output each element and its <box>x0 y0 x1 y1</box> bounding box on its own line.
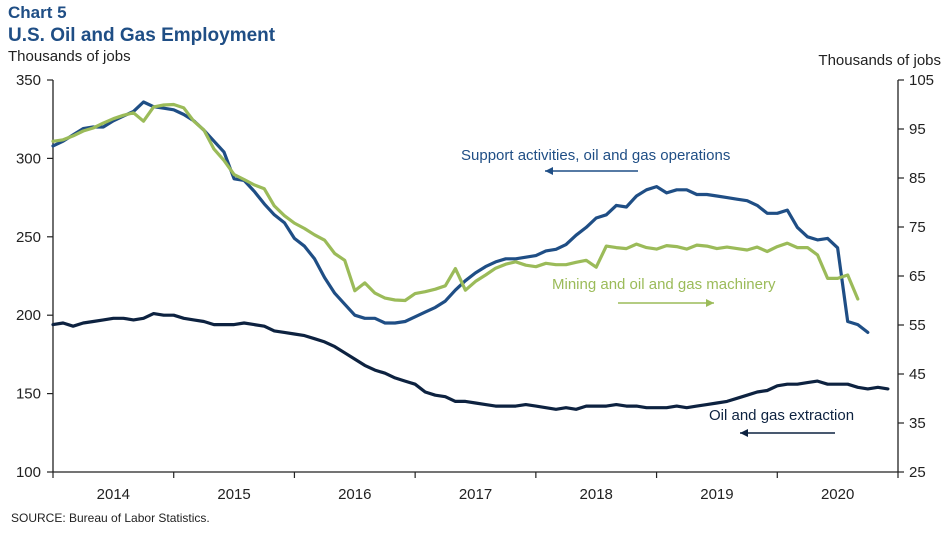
right-axis-label: Thousands of jobs <box>818 52 941 69</box>
support-line <box>51 100 870 334</box>
left-tick-label: 300 <box>16 150 41 167</box>
right-tick-label: 75 <box>909 219 926 236</box>
x-tick-label: 2016 <box>338 486 371 503</box>
extraction-line <box>51 312 890 411</box>
support-arrow-head-icon <box>545 167 553 175</box>
x-tick-label: 2015 <box>217 486 250 503</box>
chart-title: Chart 5 <box>8 3 67 22</box>
right-tick-label: 55 <box>909 317 926 334</box>
x-tick-label: 2020 <box>821 486 854 503</box>
left-tick-label: 200 <box>16 307 41 324</box>
machinery-arrow-head-icon <box>706 299 714 307</box>
right-tick-label: 105 <box>909 72 934 89</box>
left-axis-label: Thousands of jobs <box>8 48 131 65</box>
right-tick-label: 25 <box>909 464 926 481</box>
right-tick-label: 85 <box>909 170 926 187</box>
chart-subtitle: U.S. Oil and Gas Employment <box>8 25 276 46</box>
source-note: SOURCE: Bureau of Labor Statistics. <box>11 511 210 525</box>
x-tick-label: 2014 <box>97 486 130 503</box>
left-tick-label: 250 <box>16 229 41 246</box>
extraction-label: Oil and gas extraction <box>709 407 854 424</box>
right-tick-label: 65 <box>909 268 926 285</box>
right-tick-label: 45 <box>909 366 926 383</box>
left-tick-label: 350 <box>16 72 41 89</box>
left-tick-label: 100 <box>16 464 41 481</box>
left-tick-label: 150 <box>16 386 41 403</box>
x-tick-label: 2018 <box>580 486 613 503</box>
extraction-arrow-head-icon <box>740 429 748 437</box>
support-label: Support activities, oil and gas operatio… <box>461 147 730 164</box>
right-tick-label: 35 <box>909 415 926 432</box>
machinery-line <box>51 102 860 303</box>
right-tick-label: 95 <box>909 121 926 138</box>
x-tick-label: 2017 <box>459 486 492 503</box>
machinery-label: Mining and oil and gas machinery <box>552 276 776 293</box>
x-tick-label: 2019 <box>700 486 733 503</box>
